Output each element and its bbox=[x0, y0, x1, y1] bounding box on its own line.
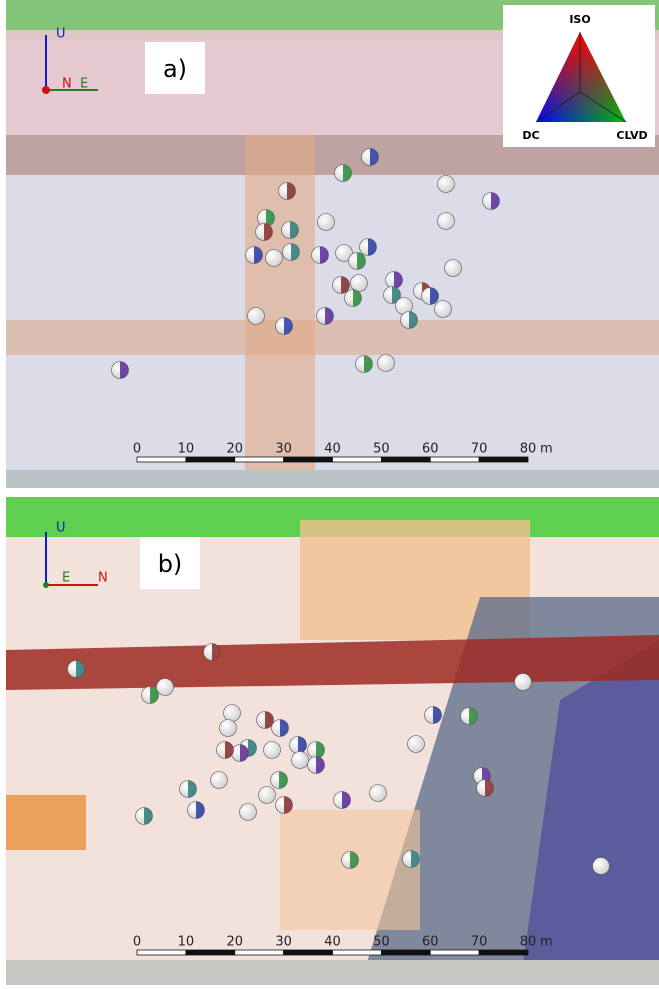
sphere bbox=[378, 355, 395, 372]
scale-tick-label: 50 bbox=[373, 935, 390, 950]
scale-tick-label: 40 bbox=[324, 935, 341, 950]
sphere bbox=[370, 785, 387, 802]
scale-segment bbox=[381, 950, 430, 955]
panel-label: b) bbox=[158, 550, 183, 578]
scale-tick-label: 0 bbox=[133, 442, 141, 457]
scale-tick-label: 70 bbox=[471, 442, 488, 457]
scale-segment bbox=[333, 457, 382, 462]
sphere bbox=[220, 720, 237, 737]
sphere bbox=[266, 250, 283, 267]
scale-segment bbox=[235, 457, 284, 462]
sphere bbox=[211, 772, 228, 789]
sphere bbox=[593, 858, 610, 875]
sphere bbox=[259, 787, 276, 804]
scale-segment bbox=[284, 950, 333, 955]
axis-label: E bbox=[62, 571, 70, 586]
scale-segment bbox=[186, 950, 235, 955]
scale-tick-label: 0 bbox=[133, 935, 141, 950]
scale-segment bbox=[137, 457, 186, 462]
legend-label: DC bbox=[522, 129, 539, 142]
scale-tick-label: 80 bbox=[520, 442, 537, 457]
scale-segment bbox=[381, 457, 430, 462]
scale-tick-label: 70 bbox=[471, 935, 488, 950]
scale-tick-label: 20 bbox=[226, 442, 243, 457]
sphere bbox=[224, 705, 241, 722]
sphere bbox=[240, 804, 257, 821]
sphere bbox=[318, 214, 335, 231]
page: U N E a) ISO DC CLVD U E N b) 0 10 20 30 40 5… bbox=[0, 0, 659, 985]
scale-segment bbox=[333, 950, 382, 955]
legend-label: ISO bbox=[569, 13, 590, 26]
axis-label: U bbox=[56, 521, 66, 536]
scale-tick-label: 60 bbox=[422, 442, 439, 457]
scale-tick-label: 60 bbox=[422, 935, 439, 950]
scale-tick-label: 50 bbox=[373, 442, 390, 457]
sphere bbox=[351, 275, 368, 292]
legend: ISO DC CLVD bbox=[503, 5, 655, 147]
axis-label: N bbox=[62, 77, 72, 92]
legend-label: CLVD bbox=[616, 129, 647, 142]
scale-tick-label: 80 bbox=[520, 935, 537, 950]
sphere bbox=[408, 736, 425, 753]
scale-segment bbox=[479, 457, 528, 462]
sphere bbox=[248, 308, 265, 325]
scale-segment bbox=[430, 950, 479, 955]
axis-label: U bbox=[56, 27, 66, 42]
sphere bbox=[515, 674, 532, 691]
scale-tick-label: 40 bbox=[324, 442, 341, 457]
panel-label: a) bbox=[163, 55, 187, 83]
scale-tick-label: 30 bbox=[275, 442, 292, 457]
scale-segment bbox=[284, 457, 333, 462]
scale-tick-label: 20 bbox=[226, 935, 243, 950]
scale-segment bbox=[137, 950, 186, 955]
scale-unit: m bbox=[540, 442, 553, 457]
scale-unit: m bbox=[540, 935, 553, 950]
scale-segment bbox=[186, 457, 235, 462]
sphere bbox=[264, 742, 281, 759]
axis-label: E bbox=[80, 77, 88, 92]
sphere bbox=[445, 260, 462, 277]
scale-tick-label: 10 bbox=[178, 442, 195, 457]
scale-tick-label: 10 bbox=[178, 935, 195, 950]
axis-label: N bbox=[98, 571, 108, 586]
scale-segment bbox=[235, 950, 284, 955]
sphere bbox=[438, 213, 455, 230]
sphere bbox=[292, 752, 309, 769]
scale-tick-label: 30 bbox=[275, 935, 292, 950]
scale-segment bbox=[430, 457, 479, 462]
sphere bbox=[438, 176, 455, 193]
sphere bbox=[435, 301, 452, 318]
sphere bbox=[157, 679, 174, 696]
figure: U N E a) ISO DC CLVD U E N b) 0 10 20 30 40 5… bbox=[0, 0, 659, 985]
scale-segment bbox=[479, 950, 528, 955]
